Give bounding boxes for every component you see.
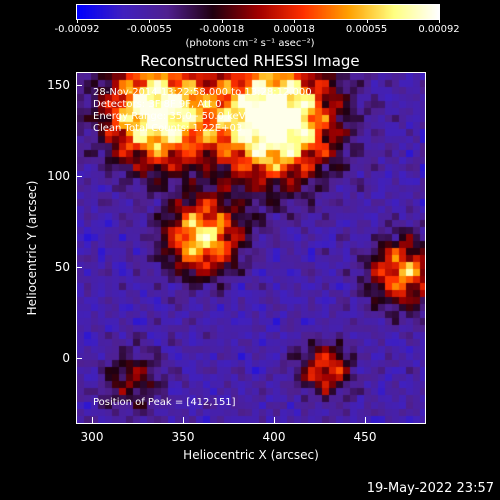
colorbar-tick-label: -0.00092 xyxy=(54,24,100,35)
info-energy-range: Energy Range: 35.0 - 50.0 keV xyxy=(93,111,246,122)
rhessi-image xyxy=(77,73,425,423)
plot-title: Reconstructed RHESSI Image xyxy=(140,52,360,70)
x-tick-mark xyxy=(92,417,93,423)
colorbar-tick-mark xyxy=(221,19,223,23)
colorbar-tick-mark xyxy=(366,19,368,23)
x-tick-label: 450 xyxy=(353,430,377,444)
y-tick-label: 150 xyxy=(47,78,70,92)
colorbar-tick-label: 0.00055 xyxy=(345,24,388,35)
image-plot: 28-Nov-2014 13:22:58.000 to 13:28:12.000… xyxy=(76,72,426,424)
x-tick-label: 400 xyxy=(262,430,286,444)
y-tick-mark xyxy=(76,176,82,177)
x-tick-mark xyxy=(183,417,184,423)
info-detectors: Detectors: 3F 8F 9F, Att 0 xyxy=(93,99,222,110)
x-tick-label: 300 xyxy=(80,430,104,444)
plot-timestamp: 19-May-2022 23:57 xyxy=(366,481,494,496)
colorbar-tick-mark xyxy=(149,19,151,23)
colorbar-units: (photons cm⁻² s⁻¹ asec⁻²) xyxy=(185,38,315,49)
x-tick-mark xyxy=(365,417,366,423)
colorbar-tick-label: 0.00092 xyxy=(418,24,460,35)
y-tick-mark xyxy=(76,85,82,86)
colorbar-tick-label: 0.00018 xyxy=(273,24,315,35)
y-tick-label: 100 xyxy=(47,169,70,183)
info-total-counts: Clean Total Counts: 1.22E+03 xyxy=(93,123,243,134)
colorbar-tick-mark xyxy=(77,19,78,23)
y-tick-label: 50 xyxy=(54,260,70,274)
x-axis-label: Heliocentric X (arcsec) xyxy=(183,448,319,462)
y-tick-mark xyxy=(76,267,82,268)
colorbar-tick-mark xyxy=(294,19,296,23)
y-tick-label: 0 xyxy=(62,351,70,365)
colorbar-tick-label: -0.00055 xyxy=(126,24,172,35)
x-tick-label: 350 xyxy=(171,430,195,444)
info-peak-position: Position of Peak = [412,151] xyxy=(93,397,236,408)
y-axis-label: Heliocentric Y (arcsec) xyxy=(25,180,39,316)
info-time-range: 28-Nov-2014 13:22:58.000 to 13:28:12.000 xyxy=(93,87,312,98)
colorbar xyxy=(76,4,440,20)
x-tick-mark xyxy=(274,417,275,423)
y-tick-mark xyxy=(76,358,82,359)
colorbar-tick-label: -0.00018 xyxy=(199,24,245,35)
colorbar-tick-mark xyxy=(439,19,440,23)
